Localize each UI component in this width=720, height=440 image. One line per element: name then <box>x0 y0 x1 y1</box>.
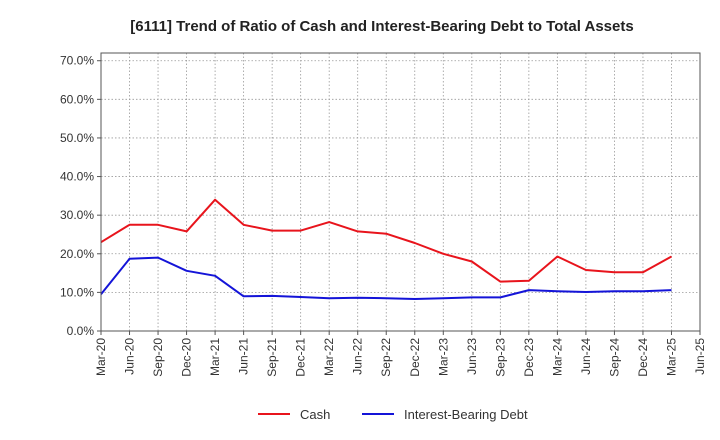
x-tick-label: Sep-21 <box>265 338 279 377</box>
grid <box>101 53 700 332</box>
plot-frame <box>100 52 701 332</box>
y-tick-label: 0.0% <box>67 324 95 338</box>
x-tick-label: Dec-23 <box>522 338 536 377</box>
series-line-cash <box>100 198 672 283</box>
legend-label-cash: Cash <box>300 407 330 422</box>
x-tick-label: Jun-24 <box>579 338 593 375</box>
series-group <box>100 198 672 300</box>
x-tick-label: Mar-22 <box>322 338 336 376</box>
y-tick-label: 60.0% <box>60 92 94 106</box>
x-tick-label: Jun-22 <box>351 338 365 375</box>
x-axis: Mar-20 Jun-20 Sep-20 Dec-20 Mar-21 Jun-21 Sep-… <box>94 331 707 377</box>
series-line-interest-bearing-debt <box>100 256 672 300</box>
plot-area <box>101 53 700 331</box>
x-tick-label: Sep-23 <box>493 338 507 377</box>
chart-title: [6111] Trend of Ratio of Cash and Intere… <box>130 18 633 35</box>
x-tick-label: Dec-21 <box>294 338 308 377</box>
x-tick-label: Sep-22 <box>379 338 393 377</box>
y-tick-label: 70.0% <box>60 54 94 68</box>
x-tick-label: Sep-20 <box>151 338 165 377</box>
legend-label-interest-bearing-debt: Interest-Bearing Debt <box>404 407 528 422</box>
legend: Cash Interest-Bearing Debt <box>258 407 528 422</box>
x-tick-label: Jun-25 <box>693 338 707 375</box>
x-tick-label: Mar-23 <box>436 338 450 376</box>
y-tick-label: 40.0% <box>60 170 94 184</box>
x-tick-label: Jun-21 <box>237 338 251 375</box>
y-axis: 0.0% 10.0% 20.0% 30.0% 40.0% 50.0% 60.0% 70.0% <box>60 54 101 338</box>
x-tick-label: Sep-24 <box>607 338 621 377</box>
x-tick-label: Dec-24 <box>636 338 650 377</box>
x-tick-label: Dec-20 <box>180 338 194 377</box>
x-tick-label: Jun-23 <box>465 338 479 375</box>
y-tick-label: 50.0% <box>60 131 94 145</box>
y-tick-label: 10.0% <box>60 285 94 299</box>
y-tick-label: 20.0% <box>60 247 94 261</box>
x-tick-label: Mar-21 <box>208 338 222 376</box>
x-tick-label: Mar-25 <box>664 338 678 376</box>
x-tick-label: Mar-24 <box>550 338 564 376</box>
x-tick-label: Dec-22 <box>408 338 422 377</box>
x-tick-label: Mar-20 <box>94 338 108 376</box>
y-tick-label: 30.0% <box>60 208 94 222</box>
x-tick-label: Jun-20 <box>123 338 137 375</box>
